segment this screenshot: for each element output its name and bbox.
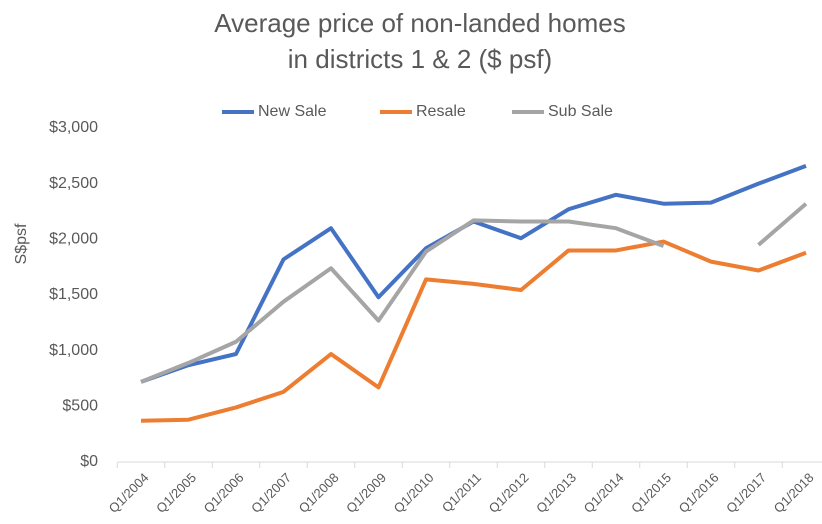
y-tick-label: $2,000 xyxy=(49,231,98,248)
legend-label: Resale xyxy=(416,103,466,120)
y-tick-label: $2,500 xyxy=(49,175,98,192)
x-tick-label: Q1/2005 xyxy=(153,470,199,516)
x-tick-label: Q1/2011 xyxy=(439,470,484,515)
x-tick-label: Q1/2015 xyxy=(628,470,674,516)
y-tick-label: $1,000 xyxy=(49,342,98,359)
x-tick-label: Q1/2009 xyxy=(343,470,389,516)
x-tick-label: Q1/2017 xyxy=(723,470,769,516)
x-tick-label: Q1/2018 xyxy=(771,470,817,516)
y-tick-label: $1,500 xyxy=(49,286,98,303)
x-tick-label: Q1/2007 xyxy=(248,470,294,516)
legend-label: New Sale xyxy=(258,103,327,120)
chart-title: in districts 1 & 2 ($ psf) xyxy=(288,44,552,74)
x-tick-label: Q1/2006 xyxy=(201,470,247,516)
x-tick-label: Q1/2010 xyxy=(391,470,437,516)
series-line xyxy=(140,163,807,384)
series-line xyxy=(757,202,808,247)
chart-title: Average price of non-landed homes xyxy=(214,8,625,38)
series-line xyxy=(140,218,665,384)
series-line xyxy=(140,239,807,423)
y-tick-label: $500 xyxy=(62,398,98,415)
x-tick-label: Q1/2008 xyxy=(296,470,342,516)
y-tick-label: $3,000 xyxy=(49,119,98,136)
x-tick-label: Q1/2013 xyxy=(533,470,579,516)
y-axis-label: S$psf xyxy=(13,223,30,264)
x-tick-label: Q1/2014 xyxy=(581,470,627,516)
x-tick-label: Q1/2004 xyxy=(106,470,152,516)
legend-label: Sub Sale xyxy=(548,103,613,120)
x-tick-label: Q1/2016 xyxy=(676,470,722,516)
x-tick-label: Q1/2012 xyxy=(486,470,532,516)
y-tick-label: $0 xyxy=(80,453,98,470)
